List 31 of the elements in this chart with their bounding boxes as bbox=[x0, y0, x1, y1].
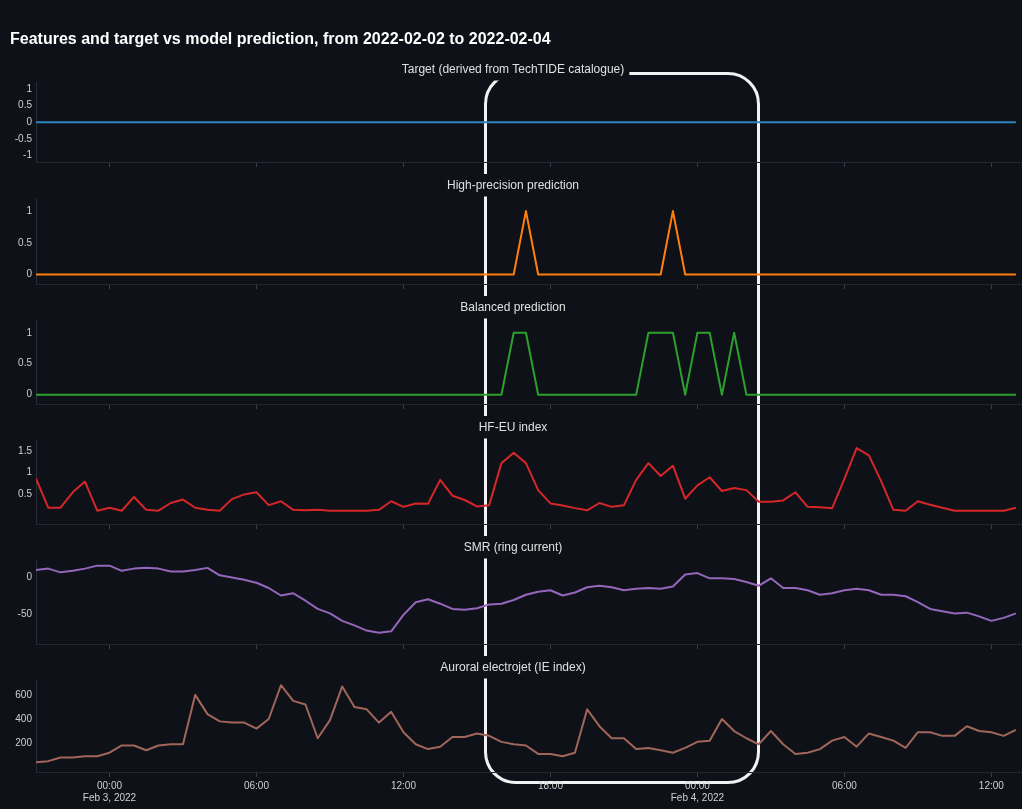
y-tick-label: -50 bbox=[17, 607, 33, 619]
x-tick-label: 06:00 bbox=[831, 779, 858, 791]
chart-subtitle: Target (derived from TechTIDE catalogue) bbox=[401, 61, 625, 76]
y-tick-label: 1 bbox=[26, 466, 33, 478]
x-tick-label: 12:00 bbox=[390, 779, 417, 791]
y-tick-label: 0 bbox=[26, 570, 33, 582]
y-tick-label: -0.5 bbox=[14, 132, 33, 144]
y-tick-label: 0.5 bbox=[18, 357, 33, 369]
y-tick-label: 0.5 bbox=[18, 236, 33, 248]
x-tick-label: 12:00 bbox=[978, 779, 1005, 791]
chart-title: SMR (ring current) bbox=[463, 539, 563, 554]
chart-title: High-precision prediction bbox=[446, 177, 580, 192]
y-tick-label: -1 bbox=[23, 149, 33, 161]
chart-title: Auroral electrojet (IE index) bbox=[440, 659, 586, 674]
y-tick-label: 1.5 bbox=[18, 444, 33, 456]
y-tick-label: 600 bbox=[15, 688, 33, 700]
y-tick-label: 1 bbox=[26, 82, 33, 94]
x-tick-label: 00:00 Feb 3, 2022 bbox=[82, 779, 137, 803]
y-tick-label: 0.5 bbox=[18, 487, 33, 499]
y-tick-label: 0 bbox=[26, 115, 33, 127]
chart-title: Balanced prediction bbox=[460, 299, 566, 314]
chart-title: Features and target vs model prediction, from 2022-02-02 to 2022-02-04 bbox=[9, 29, 552, 49]
chart-title: HF-EU index bbox=[478, 419, 548, 434]
x-tick-label: 06:00 bbox=[243, 779, 270, 791]
y-tick-label: 200 bbox=[15, 736, 33, 748]
y-tick-label: 1 bbox=[26, 204, 33, 216]
y-tick-label: 1 bbox=[26, 326, 33, 338]
y-tick-label: 400 bbox=[15, 712, 33, 724]
y-tick-label: 0 bbox=[26, 268, 33, 280]
y-tick-label: 0 bbox=[26, 388, 33, 400]
y-tick-label: 0.5 bbox=[18, 99, 33, 111]
